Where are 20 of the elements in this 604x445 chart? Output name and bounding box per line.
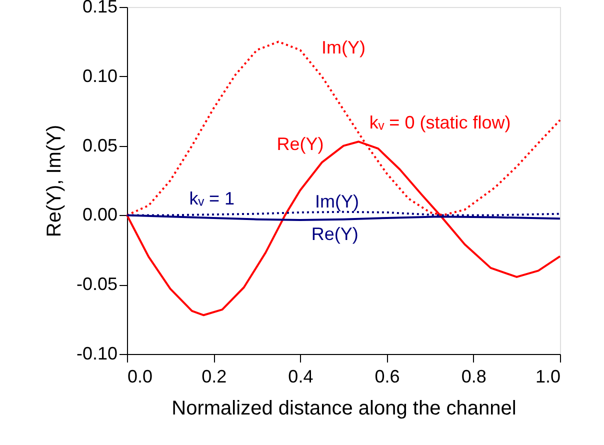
annotation: Re(Y) xyxy=(311,224,358,244)
y-tick-label: 0.05 xyxy=(82,135,118,156)
y-tick-label: -0.05 xyxy=(76,274,118,294)
y-tick-label: 0.10 xyxy=(82,66,118,86)
annotation: Re(Y) xyxy=(276,134,324,154)
y-axis-title: Re(Y), Im(Y) xyxy=(43,124,66,238)
x-tick-label: 0.0 xyxy=(128,366,153,386)
y-tick-label: -0.10 xyxy=(76,344,118,364)
y-tick-label: 0.15 xyxy=(82,0,118,16)
x-tick-label: 1.0 xyxy=(535,366,560,386)
annotation: kᵥ = 0 (static flow) xyxy=(369,112,511,133)
annotation: kᵥ = 1 xyxy=(189,188,235,209)
annotation: Im(Y) xyxy=(315,192,360,212)
x-tick-label: 0.4 xyxy=(288,366,314,386)
x-tick-label: 0.6 xyxy=(374,366,400,386)
x-tick-label: 0.2 xyxy=(202,366,227,386)
annotation: Im(Y) xyxy=(322,38,366,58)
y-tick-label: 0.00 xyxy=(82,204,118,225)
x-tick-label: 0.8 xyxy=(461,366,486,386)
x-axis-title: Normalized distance along the channel xyxy=(172,398,516,420)
